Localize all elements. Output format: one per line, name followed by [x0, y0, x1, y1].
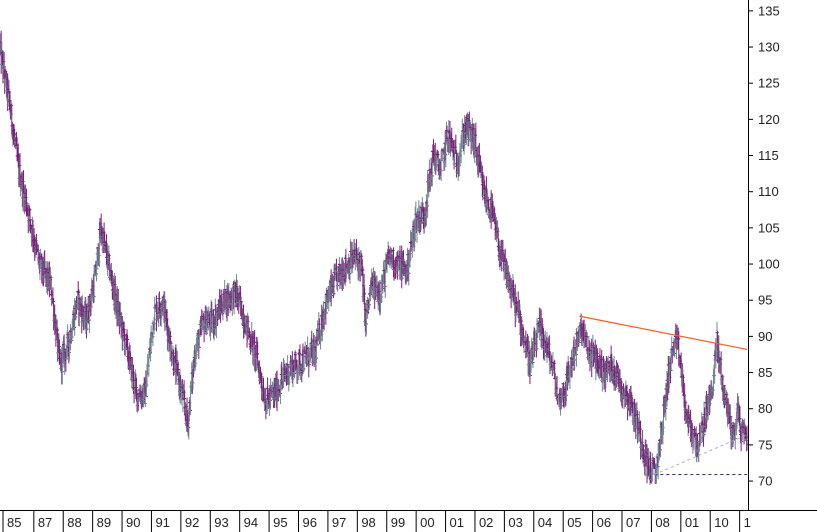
- x-tick-label: 01: [685, 515, 699, 530]
- x-tick-label: 10: [714, 515, 728, 530]
- x-tick-label: 96: [303, 515, 317, 530]
- y-tick-label: 95: [758, 293, 772, 308]
- x-tick-label: 08: [655, 515, 669, 530]
- y-axis: 70 75 80 85 90 95 100 105 110 115 120 125 130 135: [748, 3, 780, 489]
- x-tick-label: 90: [126, 515, 140, 530]
- x-tick-label: 05: [567, 515, 581, 530]
- x-tick-label: 03: [508, 515, 522, 530]
- y-tick-label: 110: [758, 184, 779, 199]
- resistance-trendline: [579, 315, 748, 350]
- y-tick-label: 70: [758, 474, 772, 489]
- y-tick-label: 115: [758, 148, 779, 163]
- x-tick-label: 89: [97, 515, 111, 530]
- y-tick-label: 120: [758, 112, 780, 127]
- y-tick-label: 105: [758, 220, 780, 235]
- x-tick-label: 06: [597, 515, 611, 530]
- x-tick-label: 92: [185, 515, 199, 530]
- x-tick-label: 99: [391, 515, 405, 530]
- x-axis: 85 87 88 89 90 91 92 93 94 95 96 97 98 99 00 01 02 03 04 05…: [2, 510, 751, 532]
- ohlc-bars: [0, 30, 749, 485]
- y-tick-label: 135: [758, 3, 780, 18]
- trend-lines: [579, 315, 748, 476]
- x-tick-label: 04: [538, 515, 552, 530]
- x-tick-label: 94: [244, 515, 258, 530]
- x-tick-label: 95: [273, 515, 287, 530]
- x-tick-label: 01: [450, 515, 464, 530]
- y-tick-label: 85: [758, 365, 772, 380]
- x-tick-label: 85: [7, 515, 21, 530]
- y-tick-label: 125: [758, 76, 780, 91]
- y-tick-label: 80: [758, 401, 772, 416]
- x-tick-label: 98: [361, 515, 375, 530]
- x-tick-label: 00: [420, 515, 434, 530]
- x-tick-label: 88: [67, 515, 81, 530]
- x-tick-label: 91: [155, 515, 169, 530]
- y-tick-label: 130: [758, 40, 780, 55]
- x-tick-label: 97: [332, 515, 346, 530]
- y-tick-label: 75: [758, 437, 772, 452]
- x-tick-label: 07: [626, 515, 640, 530]
- x-tick-label: 87: [38, 515, 52, 530]
- x-tick-label: 93: [214, 515, 228, 530]
- x-tick-label: 1: [744, 515, 751, 530]
- support-dotted-trendline: [654, 435, 746, 476]
- y-tick-label: 90: [758, 329, 772, 344]
- x-tick-label: 02: [479, 515, 493, 530]
- y-tick-label: 100: [758, 257, 780, 272]
